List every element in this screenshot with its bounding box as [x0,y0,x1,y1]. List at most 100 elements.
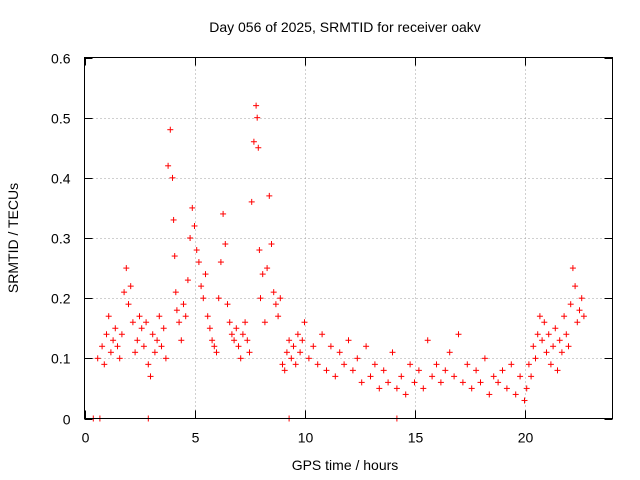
data-point [550,343,557,350]
data-point [486,391,493,398]
data-point [129,319,136,326]
data-point [123,265,130,272]
data-point [376,385,383,392]
data-point [292,361,299,368]
data-point [116,355,123,362]
data-point [151,349,158,356]
data-point [398,373,405,380]
data-point [255,144,262,151]
data-point [459,379,466,386]
data-point [327,343,334,350]
data-point [576,307,583,314]
data-point [231,337,238,344]
data-point [446,349,453,356]
y-tick-label: 0 [63,412,71,428]
data-point [118,331,125,338]
data-point [184,277,191,284]
data-point [176,319,183,326]
data-point [239,331,246,338]
data-point [264,265,271,272]
data-point [525,361,532,368]
data-point [242,319,249,326]
data-point [499,367,506,374]
data-point [226,319,233,326]
data-point [211,343,218,350]
data-point [127,283,134,290]
data-point [523,385,530,392]
data-point [437,379,444,386]
data-point [345,337,352,344]
data-point [233,325,240,332]
data-point [490,373,497,380]
data-point [433,361,440,368]
data-point [204,313,211,320]
data-point [332,373,339,380]
data-point [215,295,222,302]
data-point [112,325,119,332]
data-point [358,379,365,386]
data-point [563,331,570,338]
data-point [237,355,244,362]
data-point [101,361,108,368]
data-point [156,313,163,320]
data-point [272,301,279,308]
data-point [393,385,400,392]
plot-area-frame [84,57,613,419]
data-point [534,331,541,338]
x-tick-label: 20 [518,430,534,446]
data-point [180,301,187,308]
data-point [178,337,185,344]
data-point [138,325,145,332]
data-point [530,343,537,350]
data-point [202,271,209,278]
chart-title: Day 056 of 2025, SRMTID for receiver oak… [209,19,481,35]
data-point [473,367,480,374]
data-point [541,319,548,326]
data-point [224,301,231,308]
data-point [455,331,462,338]
data-point [286,337,293,344]
data-point [517,373,524,380]
x-tick-label: 10 [298,430,314,446]
data-point [556,337,563,344]
x-tick-label: 15 [408,430,424,446]
data-point [270,289,277,296]
data-point [310,343,317,350]
x-tick-label: 5 [192,430,200,446]
data-point [572,283,579,290]
x-axis-label: GPS time / hours [292,457,399,473]
data-point [314,361,321,368]
data-point [415,367,422,374]
data-point [580,313,587,320]
y-tick-label: 0.1 [51,351,71,367]
data-point [429,373,436,380]
data-point [442,367,449,374]
data-point [167,126,174,133]
data-point [257,295,264,302]
data-point [149,331,156,338]
y-tick-label: 0.5 [51,111,71,127]
data-point [297,349,304,356]
data-point [402,391,409,398]
data-point [145,361,152,368]
data-point [173,307,180,314]
data-point [198,283,205,290]
data-point [256,247,263,254]
data-point [503,385,510,392]
y-tick-label: 0.2 [51,291,71,307]
data-point [266,192,273,199]
data-point [281,367,288,374]
data-point [160,325,167,332]
data-point [105,313,112,320]
data-point [253,102,260,109]
data-point [228,331,235,338]
y-tick-label: 0.3 [51,231,71,247]
data-point [567,301,574,308]
data-point [481,355,488,362]
data-point [121,289,128,296]
data-point [169,174,176,181]
data-series [90,102,587,422]
data-point [125,301,132,308]
data-point [512,391,519,398]
data-point [477,379,484,386]
